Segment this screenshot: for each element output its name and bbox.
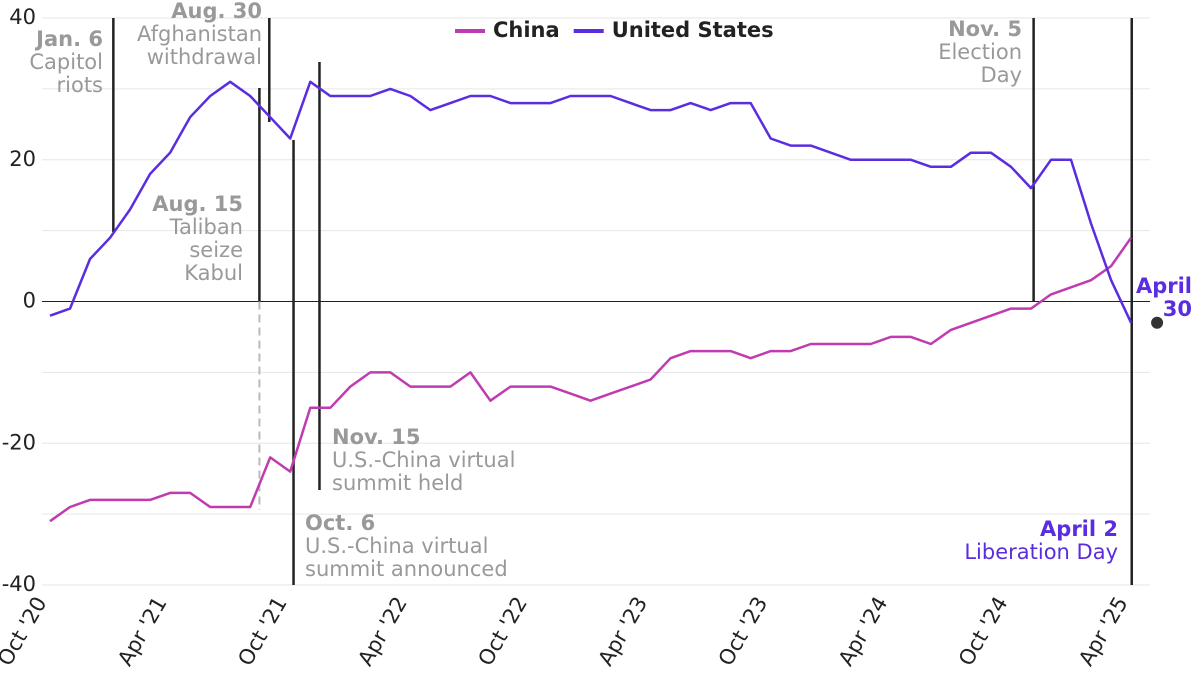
legend-label: United States xyxy=(612,18,774,42)
annotation-text: seize xyxy=(189,238,243,262)
x-tick-label: Oct '22 xyxy=(473,593,532,670)
annotation-date: April xyxy=(1136,274,1192,298)
annotation-date: Nov. 5 xyxy=(948,17,1022,41)
annotation-text: 30 xyxy=(1163,297,1192,321)
x-tick-label: Apr '23 xyxy=(594,593,653,670)
series-line xyxy=(49,80,1133,324)
y-tick-label: 20 xyxy=(9,147,36,171)
annotation-text: summit held xyxy=(332,471,463,495)
annotation-text: Afghanistan xyxy=(137,22,262,46)
series-line xyxy=(49,236,1133,523)
annotation-text: Capitol xyxy=(29,50,103,74)
annotation-text: U.S.-China virtual xyxy=(332,448,515,472)
annotation-date: Aug. 15 xyxy=(152,192,243,216)
x-tick-label: Oct '21 xyxy=(233,593,292,670)
x-tick-label: Oct '23 xyxy=(714,593,773,670)
annotation-text: riots xyxy=(57,73,104,97)
legend-label: China xyxy=(493,18,560,42)
annotation-text: Liberation Day xyxy=(964,540,1118,564)
annotation-text: Taliban xyxy=(169,215,243,239)
annotation-date: Aug. 30 xyxy=(171,0,262,23)
annotation-date: Jan. 6 xyxy=(34,27,103,51)
annotation-text: Election xyxy=(938,40,1022,64)
annotation-text: withdrawal xyxy=(147,45,262,69)
x-tick-label: Oct '24 xyxy=(954,592,1013,669)
x-tick-label: Apr '22 xyxy=(353,593,412,670)
x-tick-label: Apr '24 xyxy=(834,593,893,670)
annotation-text: U.S.-China virtual xyxy=(305,534,488,558)
end-point xyxy=(1151,316,1164,329)
annotation-text: summit announced xyxy=(305,557,508,581)
annotation-text: Kabul xyxy=(184,261,243,285)
annotation-date: Nov. 15 xyxy=(332,425,421,449)
annotation-text: Day xyxy=(981,63,1022,87)
y-tick-label: -20 xyxy=(2,430,36,454)
x-tick-label: Oct '20 xyxy=(0,593,52,670)
y-tick-label: 40 xyxy=(9,5,36,29)
x-tick-label: Apr '25 xyxy=(1074,593,1133,670)
x-tick-label: Apr '21 xyxy=(113,593,172,670)
annotation-date: Oct. 6 xyxy=(305,511,375,535)
annotation-date: April 2 xyxy=(1040,517,1118,541)
y-tick-label: 0 xyxy=(23,289,36,313)
y-tick-label: -40 xyxy=(2,572,36,596)
